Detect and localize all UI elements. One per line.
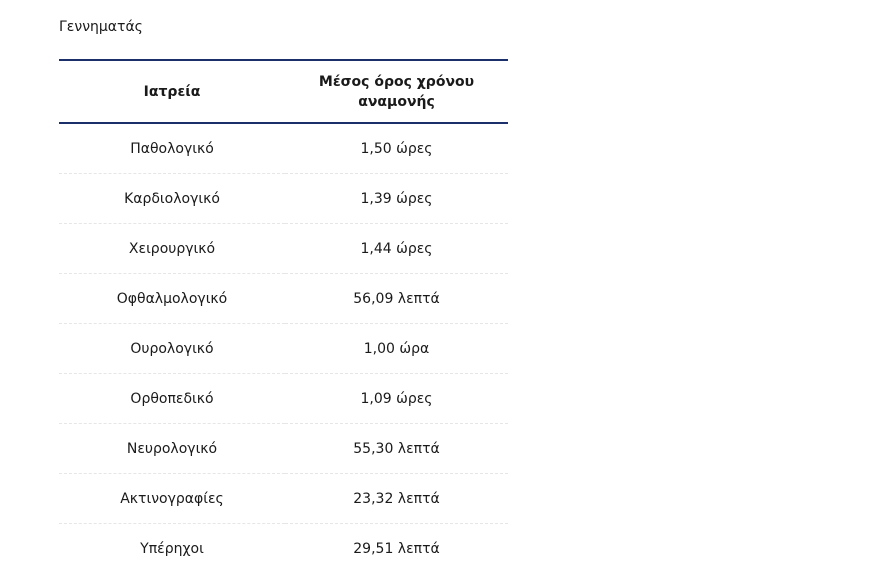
wait-time-cell: 1,09 ώρες: [285, 374, 508, 424]
wait-time-cell: 1,50 ώρες: [285, 123, 508, 174]
clinic-cell: Καρδιολογικό: [59, 174, 285, 224]
clinic-cell: Ορθοπεδικό: [59, 374, 285, 424]
wait-time-cell: 1,44 ώρες: [285, 224, 508, 274]
wait-time-cell: 29,51 λεπτά: [285, 524, 508, 573]
wait-time-cell: 23,32 λεπτά: [285, 474, 508, 524]
table-header-row: Ιατρεία Μέσος όρος χρόνου αναμονής: [59, 60, 508, 123]
header-average-wait-label: Μέσος όρος χρόνου αναμονής: [317, 72, 477, 112]
clinic-cell: Οφθαλμολογικό: [59, 274, 285, 324]
wait-time-cell: 56,09 λεπτά: [285, 274, 508, 324]
clinic-cell: Παθολογικό: [59, 123, 285, 174]
wait-time-cell: 1,00 ώρα: [285, 324, 508, 374]
clinic-cell: Χειρουργικό: [59, 224, 285, 274]
clinic-cell: Υπέρηχοι: [59, 524, 285, 573]
wait-time-cell: 55,30 λεπτά: [285, 424, 508, 474]
header-average-wait: Μέσος όρος χρόνου αναμονής: [285, 60, 508, 123]
hospital-title: Γεννηματάς: [59, 19, 143, 35]
wait-time-cell: 1,39 ώρες: [285, 174, 508, 224]
clinic-cell: Ακτινογραφίες: [59, 474, 285, 524]
waiting-times-table: Ιατρεία Μέσος όρος χρόνου αναμονής Παθολ…: [59, 59, 508, 573]
header-clinics: Ιατρεία: [59, 60, 285, 123]
clinic-cell: Ουρολογικό: [59, 324, 285, 374]
clinic-cell: Νευρολογικό: [59, 424, 285, 474]
